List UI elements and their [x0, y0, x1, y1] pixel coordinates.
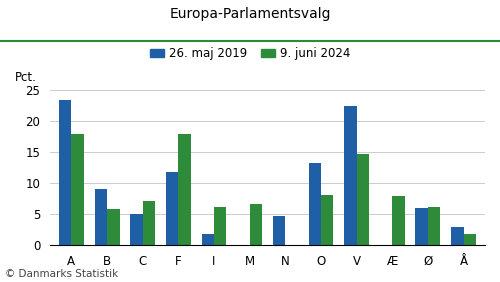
Bar [428, 208, 440, 245]
Bar [273, 216, 285, 245]
Bar [142, 201, 155, 245]
Bar [166, 171, 178, 245]
Bar [250, 204, 262, 245]
Bar [59, 100, 72, 245]
Bar [130, 214, 142, 245]
Bar [464, 233, 476, 245]
Bar [202, 233, 214, 245]
Bar [321, 195, 334, 245]
Bar [356, 153, 369, 245]
Bar [94, 189, 107, 245]
Bar [392, 196, 405, 245]
Bar [107, 209, 120, 245]
Bar [308, 163, 321, 245]
Bar [344, 106, 356, 245]
Bar [72, 134, 84, 245]
Text: Europa-Parlamentsvalg: Europa-Parlamentsvalg [169, 7, 331, 21]
Bar [178, 134, 191, 245]
Text: © Danmarks Statistik: © Danmarks Statistik [5, 269, 118, 279]
Text: Pct.: Pct. [15, 71, 37, 84]
Bar [416, 208, 428, 245]
Bar [214, 207, 226, 245]
Bar [451, 227, 464, 245]
Legend: 26. maj 2019, 9. juni 2024: 26. maj 2019, 9. juni 2024 [150, 47, 350, 60]
